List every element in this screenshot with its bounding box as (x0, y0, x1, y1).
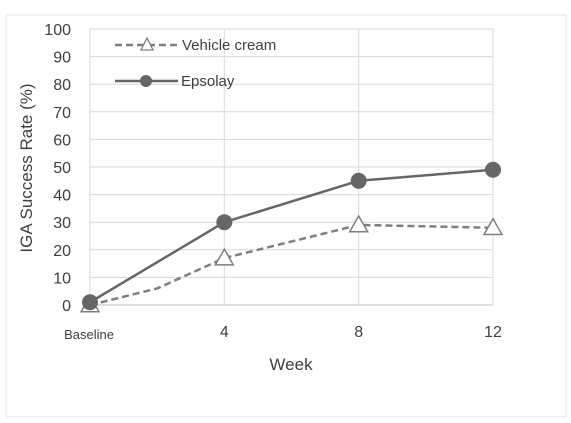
x-axis-title: Week (269, 355, 313, 374)
x-tick-label: 12 (484, 324, 502, 341)
y-tick-labels: 0 10 20 30 40 50 60 70 80 90 100 (44, 22, 71, 315)
x-tick-label: 4 (220, 324, 229, 341)
gridlines (89, 28, 494, 306)
y-tick-label: 20 (53, 243, 71, 260)
y-tick-label: 40 (53, 188, 71, 205)
legend: Vehicle cream Epsolay (115, 36, 276, 90)
legend-label-epsolay: Epsolay (181, 73, 235, 90)
legend-marker-epsolay (140, 75, 152, 87)
series-layer (79, 161, 504, 313)
series-line-0 (89, 223, 494, 307)
y-tick-label: 50 (53, 160, 71, 177)
y-tick-label: 30 (53, 215, 71, 232)
y-tick-label: 0 (62, 298, 71, 315)
data-point-epsolay (216, 214, 233, 231)
data-point-vehicle (482, 217, 504, 236)
x-tick-label: 8 (354, 324, 363, 341)
chart-outer-border (5, 14, 567, 418)
data-point-epsolay (485, 161, 501, 178)
y-tick-label: 60 (53, 132, 71, 149)
y-axis-title: IGA Success Rate (%) (17, 83, 36, 252)
data-point-epsolay (350, 172, 367, 189)
series-line-1 (89, 168, 494, 304)
y-tick-label: 90 (53, 50, 71, 67)
y-tick-label: 80 (53, 77, 71, 94)
x-tick-labels: Baseline 4 8 12 (64, 324, 502, 342)
legend-marker-vehicle (139, 36, 155, 51)
data-point-vehicle (348, 214, 369, 233)
legend-label-vehicle: Vehicle cream (182, 37, 276, 54)
x-tick-label: Baseline (64, 327, 114, 342)
y-tick-label: 10 (53, 270, 71, 287)
y-tick-label: 100 (44, 22, 71, 39)
y-tick-label: 70 (53, 105, 71, 122)
data-point-epsolay (82, 294, 98, 311)
data-point-vehicle (214, 247, 235, 266)
